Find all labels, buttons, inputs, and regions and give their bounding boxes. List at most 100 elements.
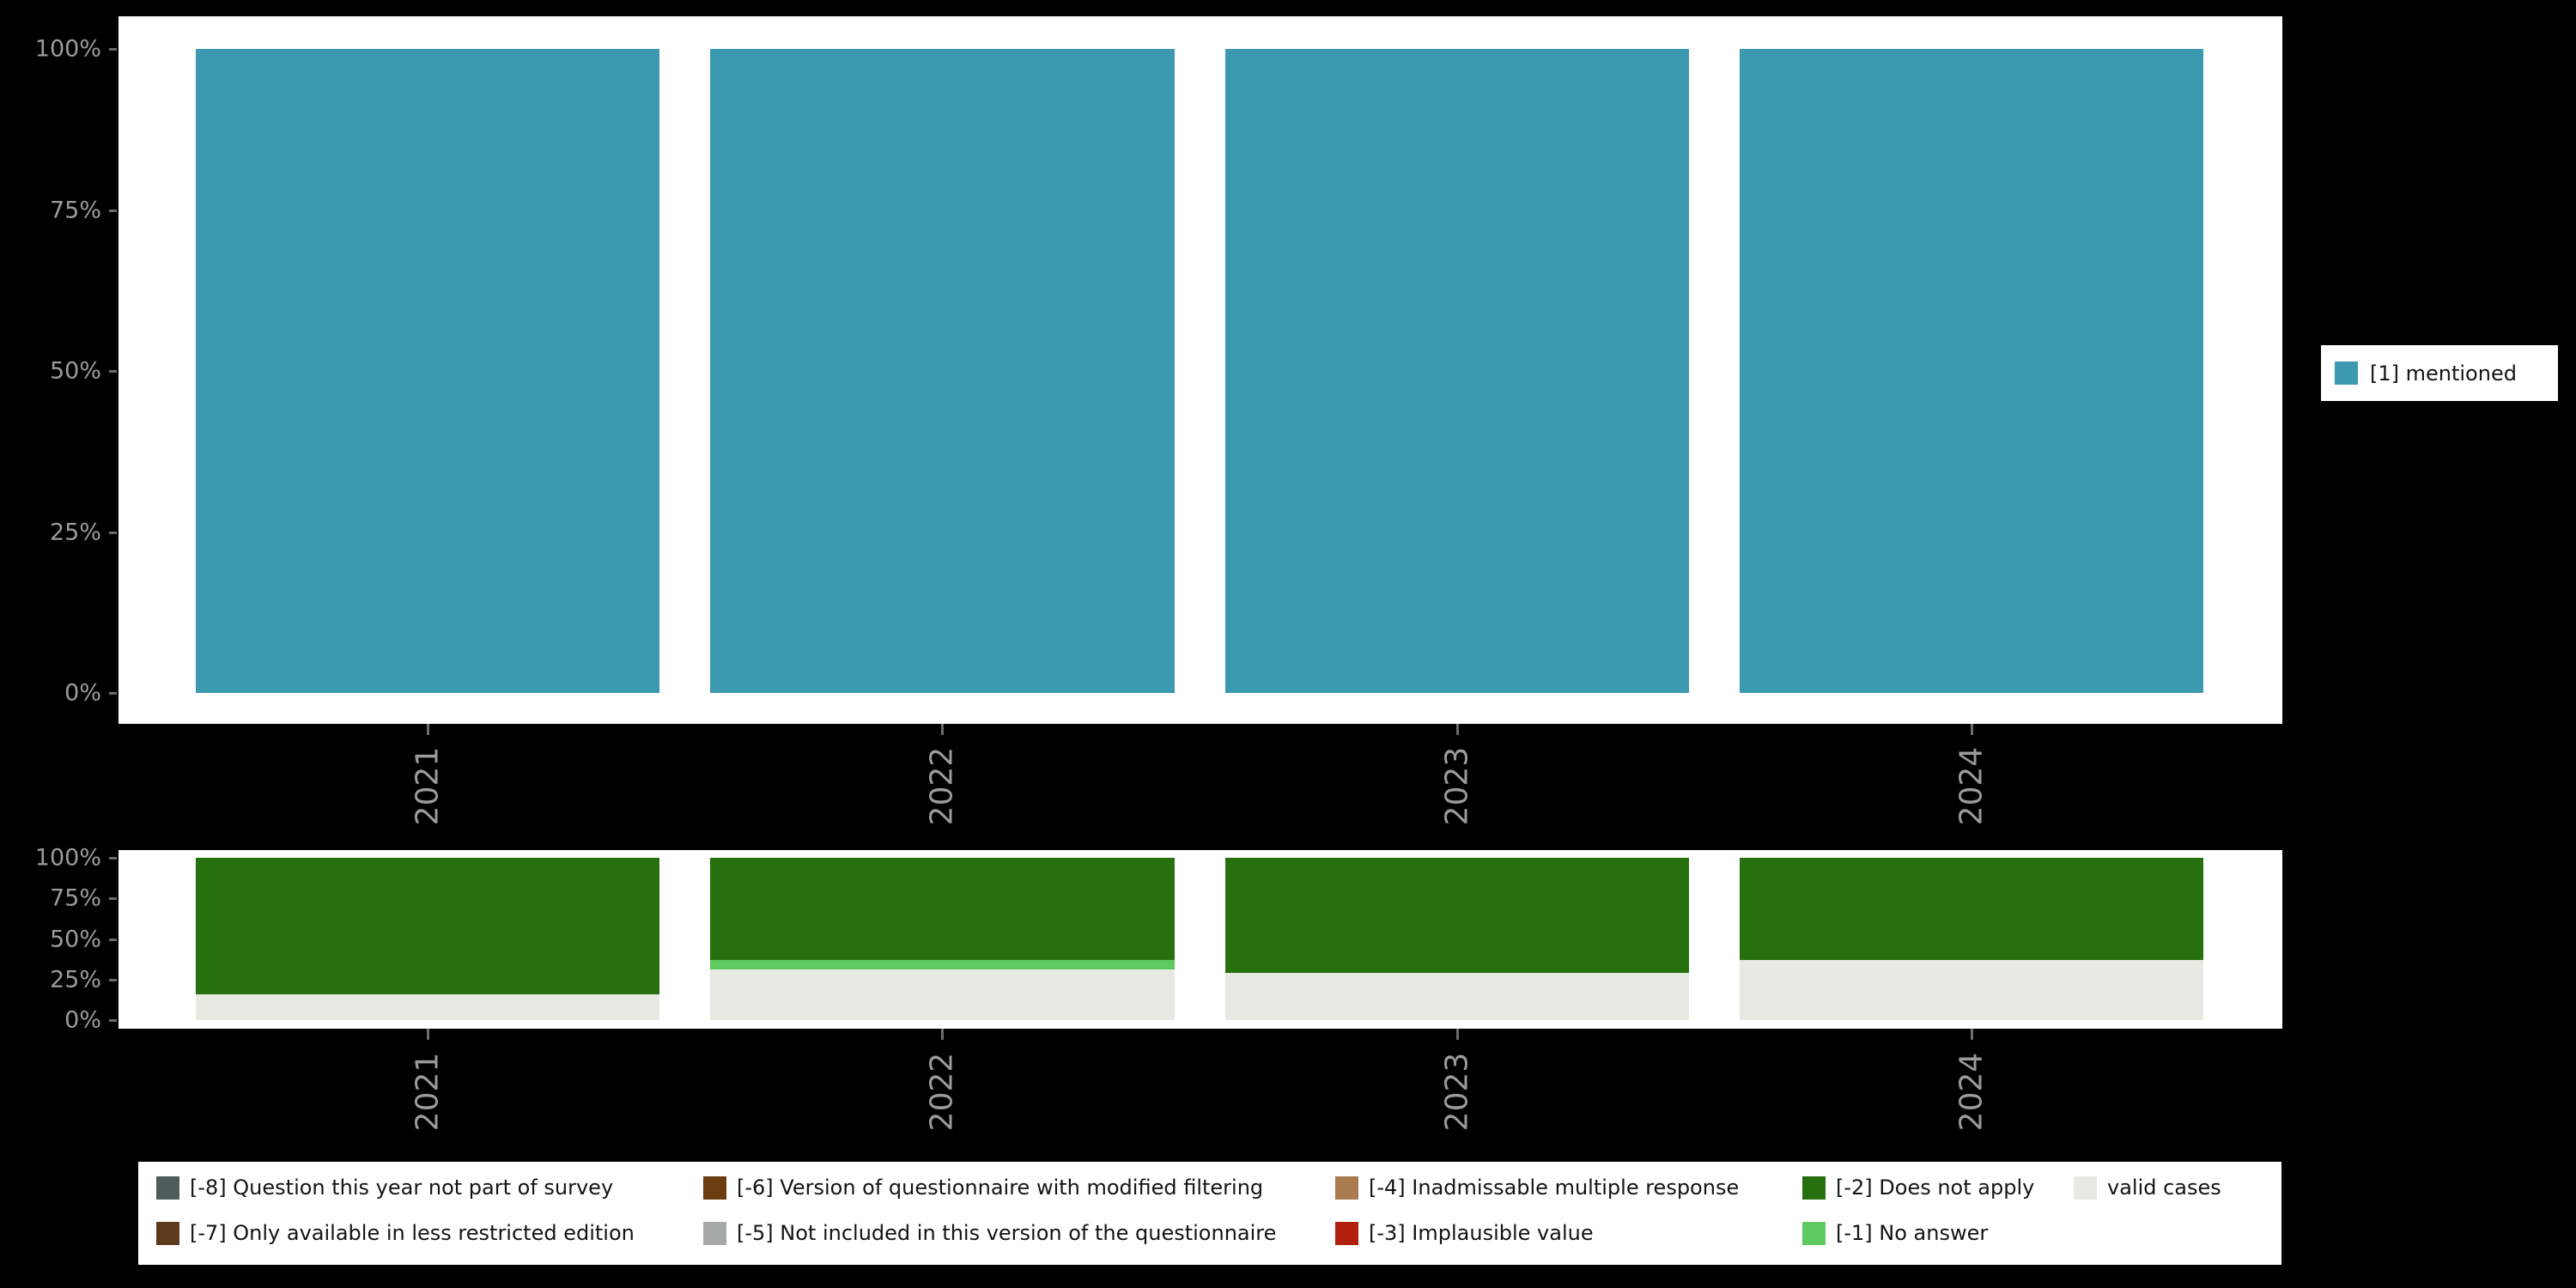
missings-xtick-mark-2024	[1971, 1029, 1973, 1040]
missings-plot-area	[196, 858, 2203, 1020]
frequencies-mentioned-segment-2023	[1224, 49, 1689, 693]
missings-valid-segment-2022	[710, 969, 1175, 1020]
valid-swatch	[2074, 1176, 2097, 1200]
frequencies-year-text-2022: 2022	[924, 746, 960, 825]
mentioned-legend-label: [1] mentioned	[2370, 361, 2517, 386]
legend-item-does_not_apply: [-2] Does not apply	[1802, 1170, 2034, 1206]
frequencies-ytick-mark-100%	[109, 48, 117, 51]
inadmissable_multiple-legend-label: [-4] Inadmissable multiple response	[1369, 1176, 1740, 1200]
frequencies-mentioned-segment-2021	[196, 49, 660, 693]
legend-item-modified_filtering: [-6] Version of questionnaire with modif…	[703, 1170, 1263, 1206]
not_in_version-swatch	[703, 1221, 726, 1245]
frequencies-xtick-mark-2023	[1456, 724, 1459, 735]
missings-ytick-mark-75%	[109, 897, 117, 901]
frequencies-xtick-mark-2021	[427, 724, 429, 735]
frequencies-year-text-2024: 2024	[1953, 746, 1990, 825]
frequencies-year-text-2023: 2023	[1439, 746, 1475, 825]
missings-ytick-label-25%: 25%	[49, 966, 101, 993]
missings-valid-segment-2023	[1224, 973, 1689, 1020]
frequencies-bar-2024	[1739, 49, 2203, 693]
legend-item-implausible: [-3] Implausible value	[1335, 1215, 1594, 1251]
missings-year-text-2023: 2023	[1439, 1052, 1475, 1131]
missings-chart-panel	[118, 850, 2282, 1029]
legend-item-valid: valid cases	[2074, 1170, 2221, 1206]
frequencies-bar-2022	[710, 49, 1175, 693]
missings-valid-segment-2021	[196, 993, 660, 1020]
missings-xtick-mark-2022	[941, 1029, 944, 1040]
no_answer-swatch	[1802, 1221, 1826, 1245]
not_part_of_survey-swatch	[156, 1176, 179, 1200]
does_not_apply-legend-label: [-2] Does not apply	[1836, 1176, 2035, 1200]
frequencies-mentioned-segment-2022	[710, 49, 1175, 693]
does_not_apply-swatch	[1802, 1176, 1826, 1200]
modified_filtering-swatch	[703, 1176, 726, 1200]
frequencies-ytick-label-25%: 25%	[49, 519, 101, 545]
frequencies-ytick-mark-25%	[109, 531, 117, 534]
missings-ytick-mark-50%	[109, 938, 117, 941]
frequencies-ytick-mark-50%	[109, 370, 117, 373]
missings-ytick-label-100%: 100%	[34, 844, 101, 872]
frequencies-xtick-label-2021: 2021	[409, 740, 447, 831]
frequencies-ytick-mark-0%	[109, 692, 117, 695]
missings-does_not_apply-segment-2023	[1224, 858, 1689, 974]
frequencies-ytick-mark-75%	[109, 209, 117, 212]
missings-xtick-label-2023: 2023	[1438, 1046, 1476, 1137]
missings-valid-segment-2024	[1739, 960, 2203, 1020]
legend-item-not_part_of_survey: [-8] Question this year not part of surv…	[156, 1170, 613, 1206]
missings-xtick-label-2022: 2022	[923, 1046, 961, 1137]
frequencies-plot-area	[196, 49, 2203, 693]
legend-item-inadmissable_multiple: [-4] Inadmissable multiple response	[1335, 1170, 1739, 1206]
missings-no_answer-segment-2022	[710, 960, 1175, 970]
implausible-swatch	[1335, 1221, 1358, 1245]
less_restricted-swatch	[156, 1221, 179, 1245]
legend-item-not_in_version: [-5] Not included in this version of the…	[703, 1215, 1276, 1251]
legend-item-less_restricted: [-7] Only available in less restricted e…	[156, 1215, 635, 1251]
missings-bar-2021	[196, 858, 660, 1020]
frequencies-ytick-label-100%: 100%	[34, 35, 101, 63]
frequencies-bar-2023	[1224, 49, 1689, 693]
implausible-legend-label: [-3] Implausible value	[1369, 1221, 1594, 1245]
missings-ytick-mark-25%	[109, 978, 117, 981]
frequencies-xtick-label-2022: 2022	[923, 740, 961, 831]
not_in_version-legend-label: [-5] Not included in this version of the…	[737, 1221, 1277, 1245]
valid-legend-label: valid cases	[2107, 1176, 2221, 1200]
missings-does_not_apply-segment-2022	[710, 858, 1175, 961]
less_restricted-legend-label: [-7] Only available in less restricted e…	[190, 1221, 635, 1245]
frequencies-xtick-label-2024: 2024	[1953, 740, 1990, 831]
missings-does_not_apply-segment-2021	[196, 858, 660, 994]
inadmissable_multiple-swatch	[1335, 1176, 1358, 1200]
no_answer-legend-label: [-1] No answer	[1836, 1221, 1989, 1245]
frequencies-xtick-label-2023: 2023	[1438, 740, 1476, 831]
frequencies-year-text-2021: 2021	[410, 746, 446, 825]
frequencies-ytick-label-50%: 50%	[49, 357, 101, 385]
frequencies-bar-2021	[196, 49, 660, 693]
frequencies-ytick-label-0%: 0%	[64, 679, 101, 707]
missings-year-text-2024: 2024	[1953, 1052, 1990, 1131]
mentioned-swatch	[2335, 361, 2358, 385]
missings-ytick-label-75%: 75%	[49, 884, 101, 912]
missings-does_not_apply-segment-2024	[1739, 858, 2203, 961]
missings-xtick-label-2024: 2024	[1953, 1046, 1990, 1137]
missings-year-text-2021: 2021	[410, 1052, 446, 1131]
missings-xtick-label-2021: 2021	[409, 1046, 447, 1137]
modified_filtering-legend-label: [-6] Version of questionnaire with modif…	[737, 1176, 1264, 1200]
missings-legend: [-8] Question this year not part of surv…	[138, 1162, 2281, 1265]
missings-ytick-label-50%: 50%	[49, 926, 101, 952]
missings-xtick-mark-2021	[427, 1029, 429, 1040]
frequencies-legend: [1] mentioned	[2321, 345, 2558, 401]
missings-bar-2024	[1739, 858, 2203, 1020]
missings-bar-2023	[1224, 858, 1689, 1020]
frequencies-xtick-mark-2024	[1971, 724, 1973, 735]
not_part_of_survey-legend-label: [-8] Question this year not part of surv…	[190, 1176, 614, 1200]
missings-xtick-mark-2023	[1456, 1029, 1459, 1040]
missings-year-text-2022: 2022	[924, 1052, 960, 1131]
legend-item-no_answer: [-1] No answer	[1802, 1215, 1988, 1251]
missings-ytick-label-0%: 0%	[64, 1006, 101, 1034]
missings-bar-2022	[710, 858, 1175, 1020]
missings-ytick-mark-100%	[109, 857, 117, 860]
missings-ytick-mark-0%	[109, 1019, 117, 1022]
frequencies-mentioned-segment-2024	[1739, 49, 2203, 693]
frequencies-ytick-label-75%: 75%	[49, 197, 101, 223]
frequencies-chart-panel	[118, 16, 2282, 724]
